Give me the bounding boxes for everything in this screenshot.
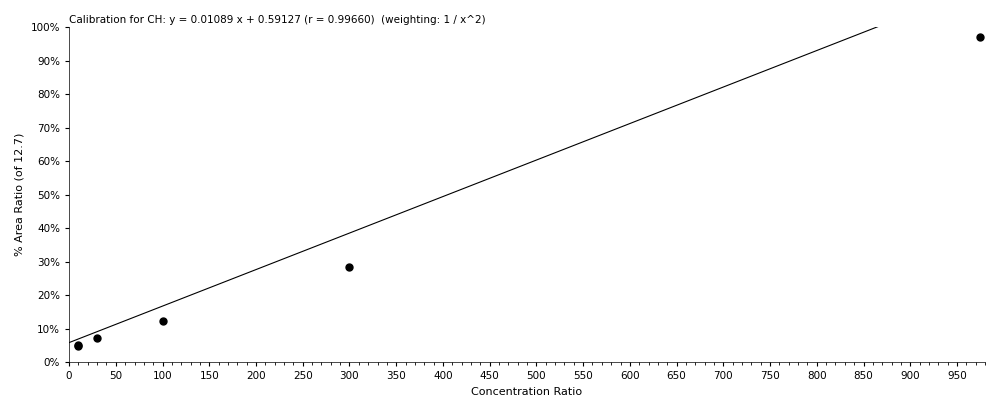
Point [89, 335, 105, 342]
X-axis label: Concentration Ratio: Concentration Ratio [471, 387, 583, 397]
Point [155, 317, 171, 324]
Text: Calibration for CH: y = 0.01089 x + 0.59127 (r = 0.99660)  (weighting: 1 / x^2): Calibration for CH: y = 0.01089 x + 0.59… [69, 15, 486, 25]
Point [70, 343, 86, 350]
Point [70, 341, 86, 348]
Point [341, 264, 357, 270]
Point [972, 34, 988, 40]
Y-axis label: % Area Ratio (of 12.7): % Area Ratio (of 12.7) [15, 133, 25, 257]
